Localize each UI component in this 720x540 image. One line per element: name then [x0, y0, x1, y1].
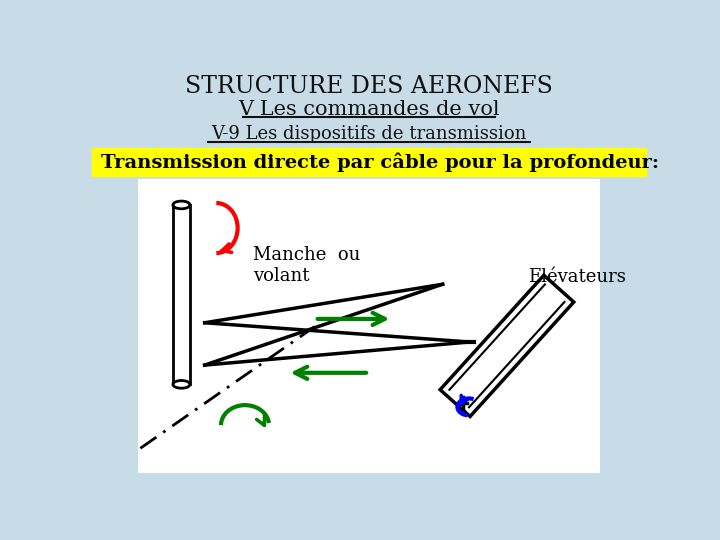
Ellipse shape: [173, 381, 190, 388]
Polygon shape: [440, 275, 574, 416]
Ellipse shape: [173, 201, 190, 209]
Bar: [173, 205, 190, 384]
Text: Transmission directe par câble pour la profondeur:: Transmission directe par câble pour la p…: [101, 152, 659, 172]
Text: Elévateurs: Elévateurs: [528, 267, 626, 286]
Bar: [92, 148, 646, 176]
Text: STRUCTURE DES AERONEFS: STRUCTURE DES AERONEFS: [185, 75, 553, 98]
Text: V-9 Les dispositifs de transmission: V-9 Les dispositifs de transmission: [211, 125, 527, 143]
Text: V Les commandes de vol: V Les commandes de vol: [238, 100, 500, 119]
Bar: [138, 179, 600, 473]
Text: Manche  ou
volant: Manche ou volant: [253, 246, 360, 285]
